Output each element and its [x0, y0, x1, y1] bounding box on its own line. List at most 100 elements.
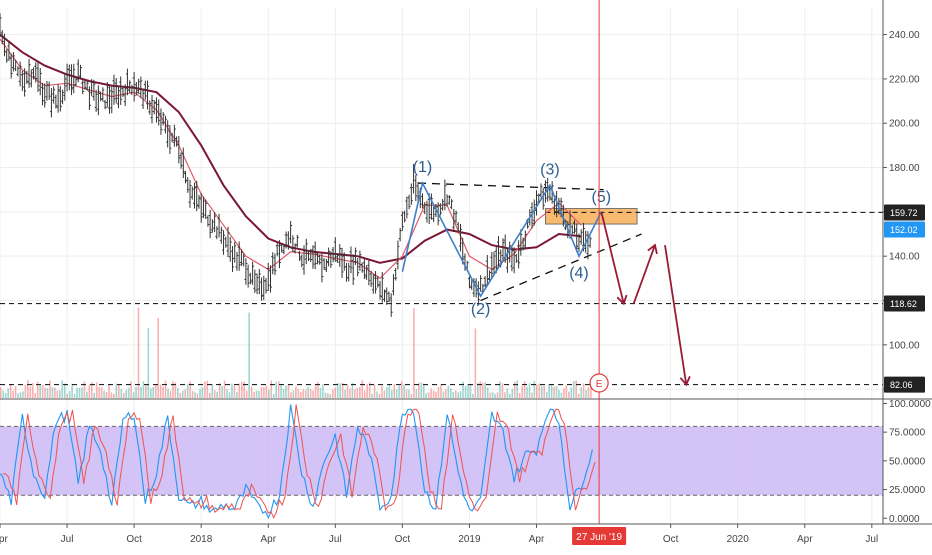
price-tick-label: 140.00	[889, 252, 920, 263]
volume-bar	[149, 388, 152, 398]
volume-bar	[228, 392, 231, 398]
volume-bar	[206, 380, 209, 398]
volume-bar	[533, 380, 536, 398]
wave-label-1: (1)	[413, 159, 433, 176]
volume-bar	[162, 386, 164, 398]
volume-bar	[169, 390, 172, 398]
volume-bar	[363, 390, 366, 398]
volume-bar	[100, 387, 103, 398]
volume-bar	[245, 390, 248, 398]
volume-bar	[110, 392, 113, 398]
date-tag-bg	[572, 527, 627, 545]
volume-bar	[509, 393, 511, 398]
oscillator-d-line	[2, 404, 596, 520]
volume-bar	[7, 388, 9, 398]
osc-tick-label: 25.0000	[889, 485, 926, 496]
volume-bar	[120, 388, 123, 398]
volume-bar	[580, 387, 582, 398]
elliott-wave-path[interactable]	[401, 180, 603, 298]
volume-bar	[2, 390, 5, 398]
volume-bar	[174, 382, 177, 398]
event-label: E	[596, 379, 603, 390]
volume-bar	[523, 381, 526, 398]
trend-lines[interactable]	[418, 182, 642, 302]
volume-bar	[469, 383, 472, 398]
volume-bar	[410, 393, 413, 398]
ma-fast-line	[0, 38, 582, 280]
volume-bar	[277, 381, 280, 398]
volume-bar	[211, 383, 214, 398]
time-tick-label: Jul	[865, 534, 878, 545]
axes	[0, 0, 932, 525]
volume-bar	[4, 392, 7, 398]
volume-bar	[474, 328, 477, 398]
volume-bar	[76, 387, 78, 398]
time-tick-label: 2018	[190, 534, 213, 545]
time-tick-label: Apr	[529, 534, 545, 545]
volume-bar	[209, 392, 211, 398]
volume-bar	[398, 385, 400, 398]
volume-bar	[371, 393, 373, 398]
volume-bar	[538, 383, 541, 398]
volume-bar	[526, 386, 528, 398]
date-tag-text: 27 Jun '19	[576, 532, 622, 543]
volume-bar	[536, 384, 538, 398]
price-tick-label: 220.00	[889, 74, 920, 85]
volume-bar	[118, 383, 120, 398]
volume-bar	[513, 381, 516, 398]
volume-bar	[540, 385, 543, 398]
volume-bar	[78, 387, 81, 398]
volume-bar	[563, 388, 565, 398]
volume-bar	[477, 382, 479, 398]
volume-bar	[113, 393, 115, 398]
volume-bar	[327, 393, 329, 398]
volume-bar	[167, 388, 169, 398]
volume-bar	[54, 387, 56, 398]
volume-bar	[383, 390, 386, 398]
volume-bar	[445, 389, 447, 398]
volume-bar	[189, 381, 191, 398]
volume-bar	[590, 383, 592, 398]
volume-bar	[378, 393, 381, 398]
volume-bar	[263, 387, 265, 398]
volume-bar	[142, 381, 145, 398]
volume-bar	[216, 391, 218, 398]
volume-bar	[12, 390, 14, 398]
volume-bar	[302, 389, 305, 398]
event-marker[interactable]: E	[589, 373, 609, 393]
volume-bar	[366, 383, 368, 398]
volume-bar	[19, 392, 22, 398]
volume-bar	[14, 386, 17, 398]
projection-path[interactable]	[600, 211, 691, 387]
volume-bar	[336, 382, 339, 398]
volume-bar	[66, 393, 68, 398]
osc-tick-label: 0.0000	[889, 514, 920, 525]
volume-bar	[413, 308, 415, 398]
volume-bar	[307, 386, 309, 398]
volume-bar	[548, 384, 550, 398]
volume-bar	[194, 392, 196, 398]
volume-bar	[140, 387, 142, 398]
price-tick-label: 240.00	[889, 30, 920, 41]
volume-bar	[122, 392, 125, 398]
volume-bar	[339, 383, 341, 398]
volume-bar	[356, 387, 359, 398]
volume-bar	[137, 307, 140, 398]
volume-bar	[223, 380, 226, 398]
volume-bar	[408, 389, 410, 398]
oscillator-k-line	[0, 404, 593, 520]
projection-segment-3	[664, 244, 688, 385]
volume-bar	[22, 391, 24, 398]
volume-bar	[543, 386, 546, 398]
level-tag-159.72-bg	[884, 204, 925, 221]
volume-bar	[462, 381, 464, 398]
projection-arrowhead-1	[616, 294, 628, 306]
volume-bar	[479, 381, 482, 398]
projection-segment-1	[600, 211, 625, 304]
volume-bar	[349, 388, 351, 398]
volume-bar	[56, 390, 59, 398]
price-tags: 159.72 118.62 82.06 152.02	[884, 204, 925, 393]
volume-bar	[415, 389, 418, 398]
